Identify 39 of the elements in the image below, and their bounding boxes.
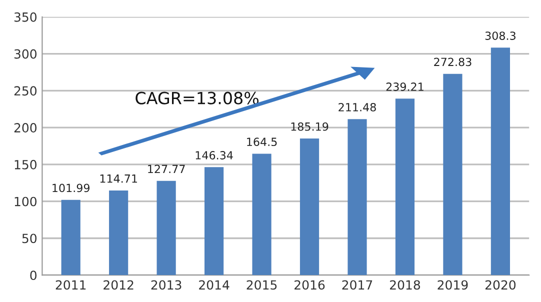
annotation: CAGR=13.08% — [136, 92, 259, 104]
y-tick-label: 200 — [14, 123, 37, 132]
data-label: 101.99 — [52, 184, 90, 192]
y-tick-label: 0 — [30, 270, 37, 280]
y-tick-label: 100 — [14, 196, 37, 206]
x-tick-label: 2016 — [294, 280, 325, 290]
data-label: 114.71 — [100, 174, 137, 183]
x-tick-label: 2013 — [151, 280, 182, 290]
data-label: 185.19 — [291, 122, 328, 131]
y-tick-label: 50 — [22, 234, 37, 244]
bar — [204, 167, 224, 276]
data-label: 146.34 — [196, 151, 233, 160]
x-tick-label: 2017 — [342, 280, 372, 290]
y-tick-label: 300 — [14, 49, 37, 59]
x-tick-label: 2020 — [485, 280, 516, 290]
data-label: 164.5 — [247, 138, 277, 146]
x-tick-label: 2019 — [438, 280, 468, 290]
x-tick-label: 2014 — [199, 280, 230, 290]
data-label: 211.48 — [338, 102, 376, 112]
bar — [443, 74, 462, 276]
bar — [348, 119, 367, 276]
bar — [395, 98, 415, 276]
x-tick-label: 2015 — [246, 280, 277, 290]
y-tick-label: 250 — [14, 86, 37, 96]
x-tick-label: 2012 — [104, 280, 134, 290]
data-label: 308.3 — [485, 32, 516, 40]
bar — [252, 154, 272, 276]
data-label: 272.83 — [434, 58, 472, 66]
x-tick-label: 2011 — [56, 280, 86, 290]
data-label: 239.21 — [386, 82, 424, 91]
x-tick-label: 2018 — [390, 280, 420, 290]
bar — [300, 138, 320, 276]
y-tick-label: 150 — [14, 160, 37, 170]
bar — [109, 190, 128, 276]
bar — [490, 48, 510, 276]
y-tick-label: 350 — [14, 12, 37, 22]
bar — [156, 180, 176, 276]
bar — [61, 200, 80, 276]
data-label: 127.77 — [148, 164, 185, 173]
